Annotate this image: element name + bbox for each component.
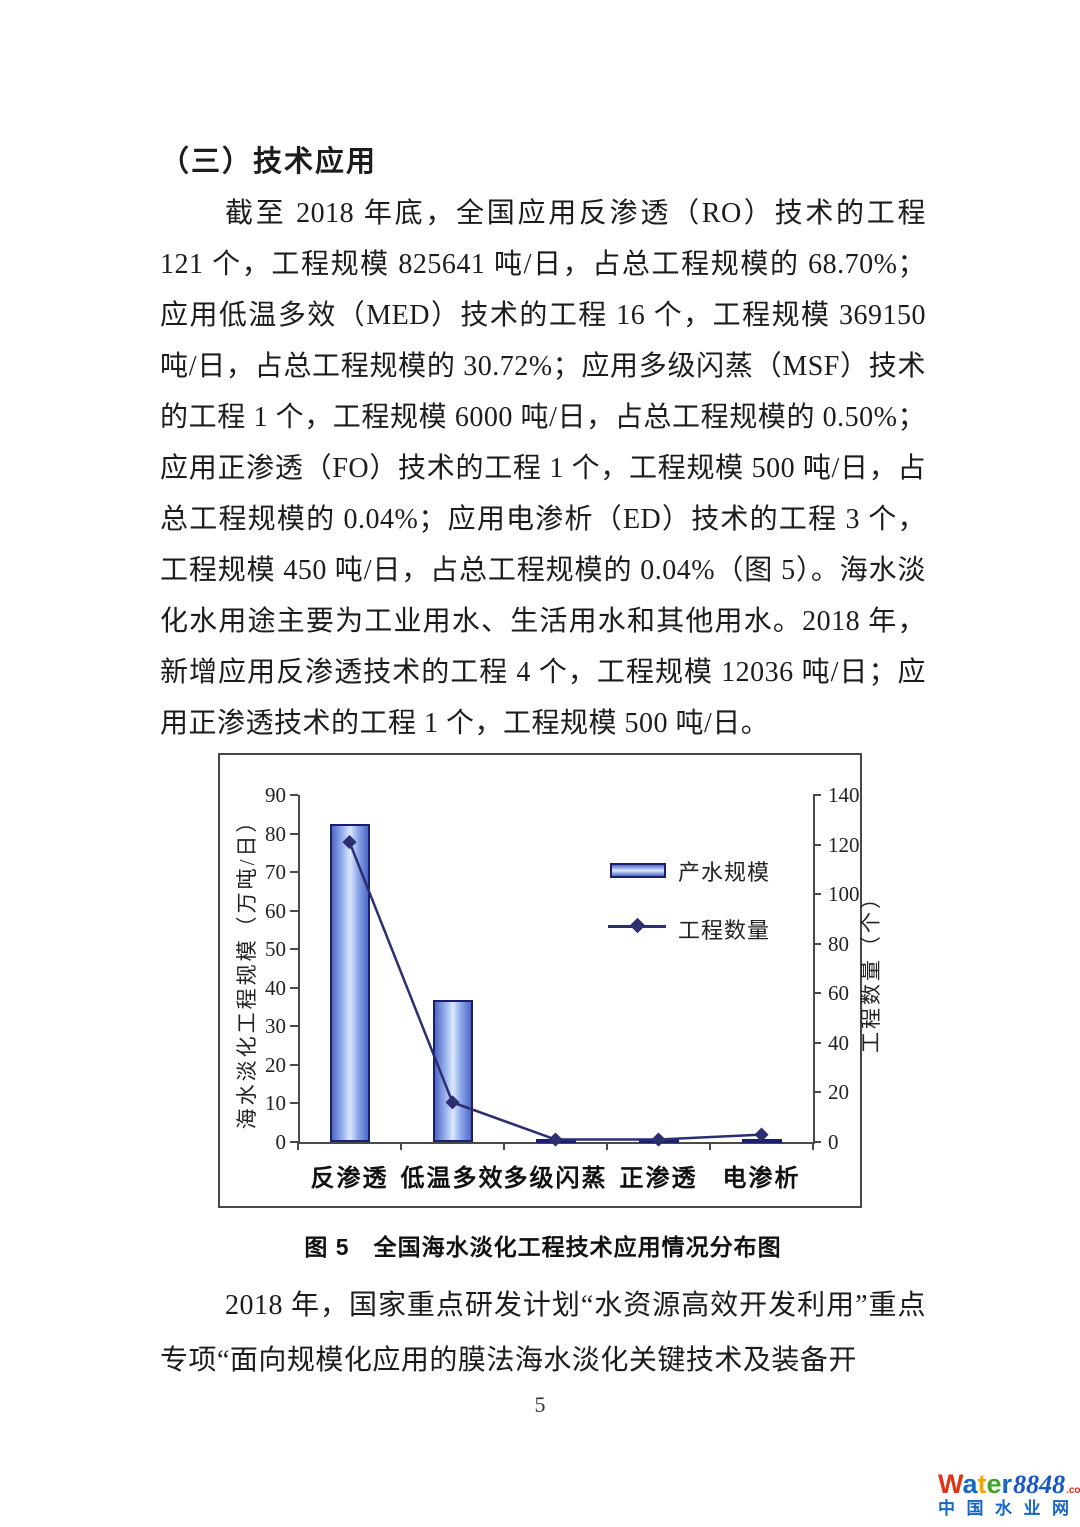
y-axis-right-tick-label: 60	[828, 981, 849, 1006]
x-category-label: 正渗透	[619, 1165, 698, 1192]
y-axis-left-tick-label: 20	[265, 1052, 286, 1077]
diamond-marker	[342, 835, 357, 850]
y-axis-left-tick-label: 10	[265, 1091, 286, 1116]
legend-line-label: 工程数量	[678, 918, 771, 943]
logo-letter: t	[977, 1469, 987, 1499]
y-axis-right-tick-label: 80	[828, 931, 849, 956]
y-axis-right-tick	[813, 1041, 821, 1044]
y-axis-right-tick-label: 0	[828, 1130, 839, 1154]
y-axis-left-tick	[290, 1025, 298, 1028]
section-heading: （三）技术应用	[160, 146, 378, 178]
x-axis-tick	[812, 1142, 814, 1150]
diamond-marker	[651, 1132, 666, 1147]
logo-tld: .com	[1066, 1485, 1080, 1496]
x-axis-tick	[297, 1142, 299, 1150]
x-category-label: 低温多效	[400, 1165, 505, 1192]
y-axis-left-tick	[290, 1141, 298, 1143]
y-axis-right-tick	[813, 1091, 821, 1094]
x-category-label: 多级闪蒸	[503, 1165, 608, 1192]
y-axis-left-tick	[290, 1063, 298, 1066]
logo-number: 8848	[1013, 1470, 1066, 1499]
body-paragraph-2: 2018 年，国家重点研发计划“水资源高效开发利用”重点专项“面向规模化应用的膜…	[160, 1290, 926, 1376]
y-axis-left-tick-label: 90	[265, 783, 286, 807]
y-axis-left-title: 海水淡化工程规模（万吨/日）	[235, 808, 259, 1129]
logo-letter: W	[938, 1469, 963, 1499]
x-category-label: 反渗透	[310, 1165, 389, 1192]
y-axis-left-tick-label: 60	[265, 898, 286, 923]
y-axis-left-tick-label: 30	[265, 1014, 286, 1039]
y-axis-right-tick	[813, 794, 821, 796]
y-axis-right-tick-label: 120	[828, 832, 860, 857]
y-axis-left-tick-label: 40	[265, 975, 286, 1000]
y-axis-left-tick	[290, 948, 298, 951]
logo-letter: a	[962, 1469, 978, 1499]
y-axis-left-tick-label: 80	[265, 821, 286, 846]
y-axis-left-tick	[290, 832, 298, 835]
x-category-label: 电渗析	[722, 1165, 801, 1192]
y-axis-right-tick	[813, 893, 821, 896]
x-axis-tick	[606, 1142, 608, 1150]
diamond-marker	[548, 1132, 563, 1147]
y-axis-right-tick	[813, 1141, 821, 1143]
y-axis-left-line	[298, 795, 300, 1144]
y-axis-left-tick-label: 0	[275, 1130, 287, 1154]
y-axis-left-tick-label: 70	[265, 860, 286, 885]
logo-letter: r	[1001, 1469, 1013, 1499]
y-axis-right-title: 工程数量（个）	[859, 884, 883, 1053]
y-axis-left-tick	[290, 986, 298, 989]
y-axis-left-tick	[290, 909, 298, 912]
legend-bar-label: 产水规模	[678, 860, 771, 885]
x-axis-tick	[400, 1142, 402, 1150]
body-paragraph-1: 截至 2018 年底，全国应用反渗透（RO）技术的工程 121 个，工程规模 8…	[160, 198, 926, 739]
y-axis-left-tick	[290, 794, 298, 796]
diamond-marker	[445, 1095, 460, 1110]
x-axis-tick	[709, 1142, 711, 1150]
figure-caption: 图 5 全国海水淡化工程技术应用情况分布图	[304, 1234, 782, 1260]
y-axis-right-tick	[813, 843, 821, 846]
line-series-project-count	[342, 835, 769, 1147]
x-axis-tick	[503, 1142, 505, 1150]
logo-letter: e	[986, 1469, 1002, 1499]
figure-5-chart: 0 10 20 30 40 50 60 70 80 90 0 20 40 60 80 100 120 140 反渗透…	[218, 753, 883, 1208]
y-axis-right-tick-label: 140	[828, 783, 860, 807]
page-number: 5	[534, 1392, 546, 1417]
legend-bar-swatch	[610, 863, 666, 878]
y-axis-left-tick	[290, 871, 298, 874]
y-axis-right-tick-label: 20	[828, 1080, 849, 1105]
diamond-marker	[754, 1127, 769, 1142]
y-axis-right-tick	[813, 992, 821, 995]
y-axis-left-tick-label: 50	[265, 937, 286, 962]
y-axis-right-tick	[813, 942, 821, 945]
logo-tagline: 中国水业网	[938, 1499, 1080, 1519]
y-axis-right-tick-label: 100	[828, 882, 860, 907]
y-axis-left-tick	[290, 1102, 298, 1105]
y-axis-right-line	[813, 795, 815, 1144]
logo-brand-word: Water	[938, 1470, 1012, 1498]
y-axis-right-tick-label: 40	[828, 1030, 849, 1055]
